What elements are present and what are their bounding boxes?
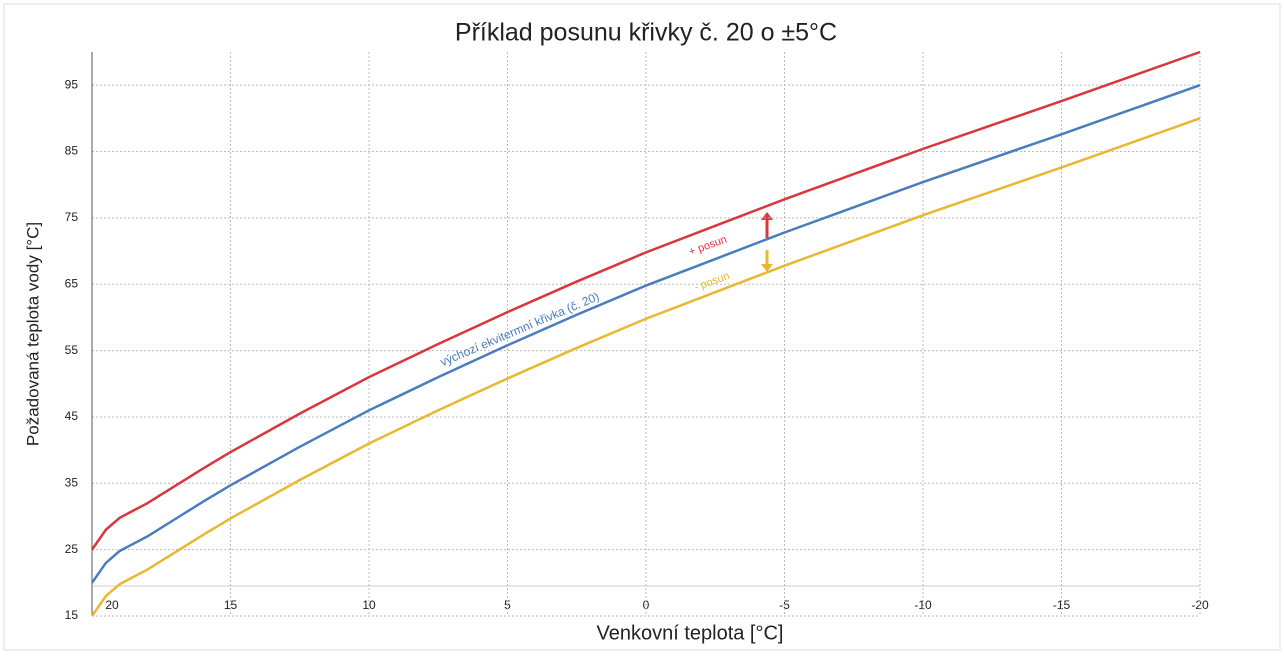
- y-tick-label: 15: [65, 608, 79, 622]
- y-tick-label: 65: [65, 276, 79, 290]
- y-tick-label: 35: [65, 475, 79, 489]
- legend-label: výchozí ekvitermní křivka (č. 20): [438, 289, 601, 369]
- frame: [3, 3, 1281, 651]
- legend-label: + posun: [687, 234, 728, 259]
- x-tick-label: 20: [105, 598, 119, 612]
- y-tick-label: 95: [65, 77, 79, 91]
- y-tick-label: 85: [65, 144, 79, 158]
- arrow-head: [761, 212, 773, 220]
- y-tick-label: 75: [65, 210, 79, 224]
- chart-title: Příklad posunu křivky č. 20 o ±5°C: [455, 19, 837, 47]
- y-tick-label: 55: [65, 343, 79, 357]
- series-line: [90, 50, 1201, 551]
- y-tick-label: 25: [65, 542, 79, 556]
- series-line: [90, 117, 1201, 617]
- y-tick-label: 45: [65, 409, 79, 423]
- x-axis-title: Venkovní teplota [°C]: [596, 622, 783, 644]
- arrow-head: [761, 264, 773, 272]
- series-line: [90, 83, 1201, 584]
- legend-label: - posun: [693, 270, 732, 294]
- y-axis-title: Požadovaná teplota vody [°C]: [23, 222, 42, 446]
